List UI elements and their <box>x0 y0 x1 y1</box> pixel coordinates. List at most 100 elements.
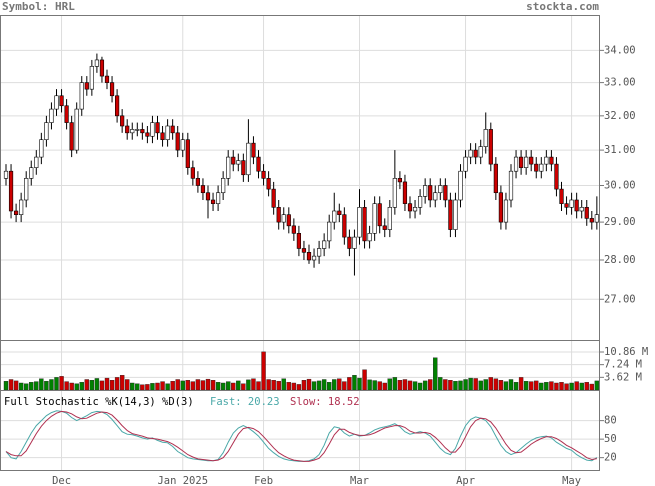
candle-body <box>69 122 74 151</box>
y-tick-label: 33.00 <box>604 77 636 89</box>
candle-body <box>170 125 175 134</box>
volume-bar <box>286 382 291 391</box>
candle-body <box>49 108 54 123</box>
volume-bar <box>306 378 312 391</box>
candle-body <box>574 199 579 212</box>
volume-bar <box>236 380 241 391</box>
volume-bar <box>190 381 196 391</box>
candle-body <box>130 129 135 134</box>
candle-body <box>165 125 170 141</box>
volume-bar <box>463 379 468 391</box>
volume-bar <box>175 379 180 391</box>
volume-bar <box>352 375 357 391</box>
candle-body <box>367 233 372 242</box>
volume-bar <box>362 369 367 391</box>
volume-bar <box>382 382 387 391</box>
volume-bar <box>392 377 398 391</box>
volume-bar <box>443 379 448 391</box>
y-tick-label: 29.00 <box>604 216 636 228</box>
candle-body <box>579 207 584 212</box>
volume-bar <box>74 383 79 391</box>
volume-bar <box>296 384 302 391</box>
candle-body <box>362 207 367 242</box>
candle-body <box>79 82 84 110</box>
candle-body <box>539 163 544 172</box>
candle-body <box>438 185 443 194</box>
candle-body <box>84 82 89 90</box>
volume-bar <box>539 382 544 391</box>
candle-body <box>246 142 251 176</box>
volume-bar <box>84 379 90 391</box>
volume-bar <box>523 381 529 391</box>
x-tick-label: May <box>562 475 581 486</box>
volume-bar <box>513 382 519 391</box>
volume-bar <box>316 380 322 391</box>
volume-bar <box>321 379 327 391</box>
volume-bar <box>94 378 100 391</box>
x-tick-label: Feb <box>254 475 273 486</box>
candle-body <box>524 156 529 168</box>
candle-body <box>508 170 514 201</box>
candle-body <box>478 146 483 158</box>
candle-body <box>54 95 59 110</box>
candle-body <box>150 122 155 137</box>
candle-body <box>412 207 418 212</box>
volume-bar <box>130 382 135 391</box>
candle-body <box>554 163 559 190</box>
y-tick-label: 30.00 <box>604 180 636 192</box>
candle-body <box>3 170 9 179</box>
candle-body <box>498 192 504 223</box>
x-tick-label: Apr <box>456 475 475 486</box>
candle-body <box>74 108 79 151</box>
volume-bar <box>357 377 362 391</box>
candle-body <box>44 122 49 141</box>
candle-body <box>518 156 524 168</box>
volume-bar <box>508 379 514 391</box>
candle-body <box>271 188 276 208</box>
candle-body <box>342 214 347 238</box>
volume-bar <box>220 382 226 391</box>
volume-bar <box>119 375 125 391</box>
volume-bar <box>428 379 433 391</box>
candle-body <box>261 170 266 179</box>
candle-body <box>115 95 120 117</box>
candle-body <box>316 248 322 257</box>
y-tick-label: 3.62 M <box>604 371 642 383</box>
volume-bar <box>205 378 211 391</box>
volume-bar <box>458 380 463 391</box>
volume-bar <box>44 381 49 391</box>
candle-body <box>372 203 377 234</box>
candle-body <box>589 218 594 223</box>
volume-bar <box>468 377 473 391</box>
volume-bar <box>529 381 534 391</box>
candle-body <box>493 163 498 194</box>
volume-bar <box>114 377 120 391</box>
volume-bar <box>160 381 165 391</box>
candle-body <box>513 156 519 172</box>
volume-bar <box>589 383 594 391</box>
candle-body <box>423 185 428 197</box>
candle-body <box>29 167 34 179</box>
volume-bar <box>488 377 493 391</box>
candle-body <box>195 178 201 186</box>
volume-bar <box>554 382 559 391</box>
volume-bar <box>180 380 185 391</box>
candle-body <box>24 178 29 201</box>
volume-bar <box>8 379 14 391</box>
volume-bar <box>291 382 297 391</box>
volume-bar <box>79 382 84 391</box>
x-tick-label: Jan 2025 <box>157 475 208 486</box>
volume-bar <box>311 381 317 391</box>
candle-body <box>266 178 271 190</box>
candle-body <box>89 66 94 90</box>
volume-bar <box>448 380 453 391</box>
volume-bar <box>104 377 110 391</box>
volume-bar <box>503 381 509 391</box>
volume-bar <box>569 382 574 391</box>
volume-bar <box>574 381 579 391</box>
x-tick-label: Dec <box>52 475 71 486</box>
candle-body <box>104 75 110 83</box>
candle-body <box>8 170 14 212</box>
candle-body <box>160 132 165 141</box>
candle-body <box>468 149 473 158</box>
